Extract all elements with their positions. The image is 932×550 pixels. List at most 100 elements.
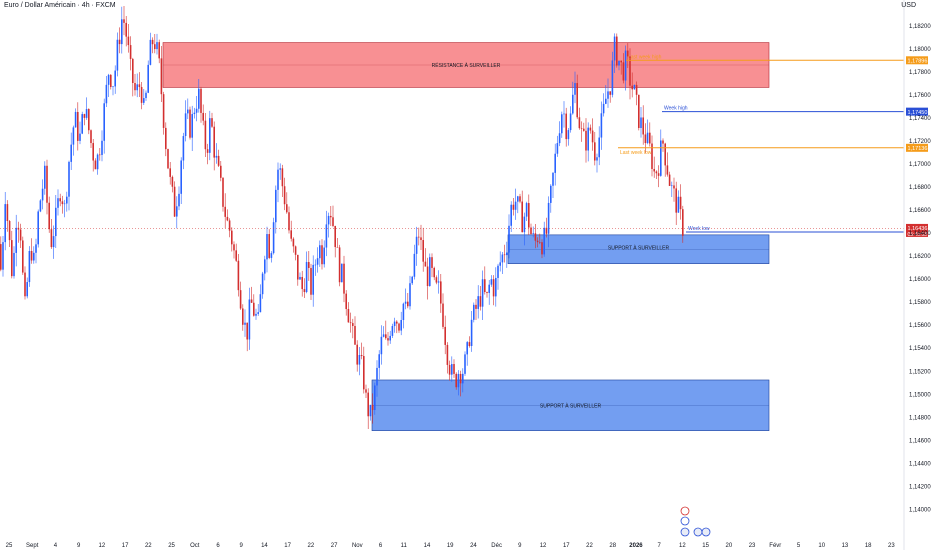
event-marker-icon	[701, 527, 711, 537]
candle-body	[429, 257, 431, 286]
candle-body	[288, 212, 290, 231]
candle-body	[136, 84, 138, 91]
candle-body	[217, 155, 220, 166]
event-marker-icon	[680, 506, 690, 516]
time-tick-label: 20	[726, 543, 733, 549]
candle-body	[345, 293, 347, 310]
zone-label: SUPPORT À SURVEILLER	[608, 244, 670, 251]
candle-body	[74, 111, 77, 128]
time-tick-label: 24	[470, 543, 477, 549]
candle-body	[125, 22, 127, 37]
candle-body	[30, 250, 33, 261]
candle-body	[259, 294, 262, 313]
candle-body	[556, 143, 559, 154]
candle-body	[396, 321, 398, 324]
candle-body	[211, 118, 213, 127]
candle-body	[283, 186, 286, 205]
level-badge	[906, 56, 928, 65]
candle-body	[215, 155, 218, 158]
candle-body	[171, 176, 174, 187]
candle-body	[497, 265, 499, 278]
candle-body	[220, 165, 222, 178]
candle-body	[657, 173, 660, 176]
price-tick-label: 1,16600	[909, 208, 931, 214]
candle-body	[431, 257, 433, 268]
candle-body	[473, 304, 475, 320]
candle-body	[330, 215, 332, 218]
candle-body	[631, 85, 633, 90]
time-tick-label: 14	[261, 543, 268, 549]
candle-body	[385, 334, 387, 339]
price-tick-label: 1,16000	[909, 277, 931, 283]
candle-body	[68, 161, 70, 197]
candle-body	[189, 109, 191, 138]
candle-body	[246, 322, 248, 340]
candle-body	[682, 209, 684, 236]
candle-body	[213, 126, 215, 158]
candle-body	[596, 157, 598, 161]
event-marker-icon	[693, 527, 703, 537]
candle-body	[382, 334, 385, 337]
candle-body	[367, 392, 369, 417]
candle-body	[602, 103, 605, 114]
level-label: Week high	[664, 106, 688, 112]
candle-body	[453, 364, 455, 374]
candle-body	[426, 266, 429, 286]
candle-body	[26, 282, 28, 297]
time-tick-label: Oct	[190, 543, 200, 549]
time-tick-label: 17	[563, 543, 570, 549]
candle-body	[151, 39, 154, 45]
candle-body	[301, 276, 303, 290]
candle-body	[539, 242, 541, 243]
candle-body	[198, 88, 200, 109]
time-axis[interactable]: 25 Sept 4 9 12 17 22 25 Oct 6 9 14 17 22 27 Nov 6 11 14 19 2…	[6, 543, 896, 549]
event-marker-icon	[680, 516, 690, 526]
zone-label: SUPPORT À SURVEILLER	[540, 402, 602, 409]
candle-body	[499, 262, 501, 266]
candle-body	[572, 94, 574, 114]
candle-body	[448, 364, 451, 375]
candle-body	[165, 127, 167, 150]
candle-body	[523, 216, 526, 233]
candle-body	[156, 42, 158, 50]
candle-body	[281, 168, 284, 187]
price-axis[interactable]: 1,18200 1,18000 1,17800 1,17600 1,17400 1,172…	[903, 0, 931, 550]
candle-body	[178, 193, 180, 207]
candle-body	[442, 303, 444, 327]
candle-body	[587, 127, 589, 151]
candle-body	[244, 322, 246, 325]
candle-body	[585, 130, 587, 151]
candle-body	[457, 373, 460, 388]
candle-body	[222, 177, 224, 207]
candle-body	[576, 83, 578, 118]
candle-body	[376, 367, 378, 386]
candle-body	[644, 134, 647, 144]
candle-body	[286, 204, 288, 213]
candle-body	[600, 113, 603, 138]
candle-body	[118, 39, 121, 45]
candle-body	[209, 118, 211, 153]
candle-body	[123, 19, 125, 23]
candle-body	[611, 60, 614, 95]
candle-body	[512, 204, 515, 210]
candle-body	[107, 74, 110, 85]
candle-body	[184, 113, 187, 137]
candle-body	[279, 168, 281, 170]
candle-body	[270, 253, 273, 258]
candle-body	[308, 262, 310, 268]
candle-body	[490, 279, 493, 285]
candle-body	[99, 154, 101, 156]
candle-body	[158, 42, 160, 59]
candle-body	[138, 84, 141, 88]
time-tick-label: Nov	[352, 543, 363, 549]
time-tick-label: 9	[77, 543, 81, 549]
time-tick-label: 5	[797, 543, 801, 549]
candle-body	[19, 229, 22, 241]
level-label: Week low	[688, 226, 710, 232]
candle-body	[591, 130, 594, 143]
candle-body	[0, 244, 2, 270]
candle-body	[334, 225, 336, 248]
time-tick-label: Févr	[769, 543, 781, 549]
candle-body	[464, 354, 466, 374]
